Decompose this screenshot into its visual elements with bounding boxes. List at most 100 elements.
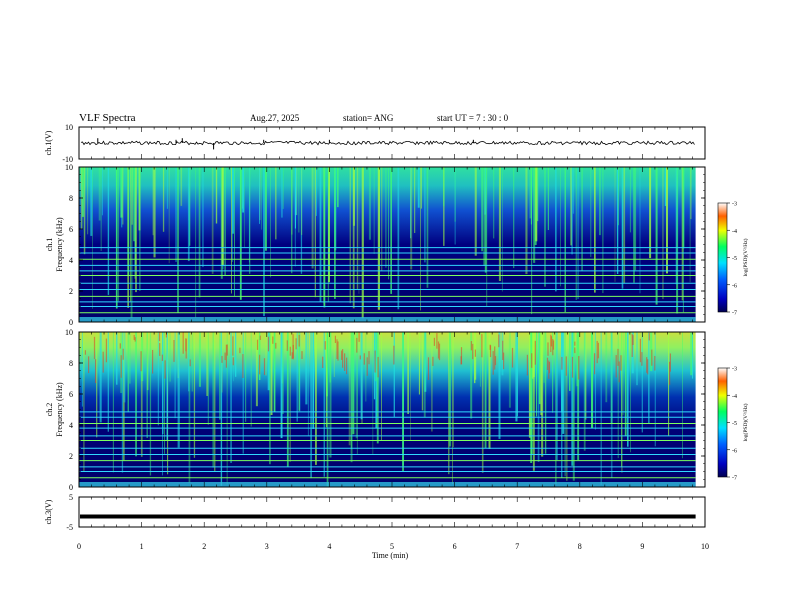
streak: [329, 332, 331, 383]
streak: [90, 167, 93, 236]
colorbar-label: log(PSD)(V²/Hz): [742, 238, 749, 276]
streak: [121, 332, 124, 473]
colorbar-tick-label: -3: [732, 367, 737, 373]
streak: [600, 332, 602, 485]
streak: [83, 332, 85, 472]
streak: [180, 167, 183, 206]
streak: [259, 167, 261, 221]
streak: [618, 167, 619, 226]
streak: [569, 332, 571, 391]
streak: [289, 332, 291, 462]
streak: [555, 167, 557, 292]
hot-spot: [182, 332, 184, 354]
colorbar-tick-label: -6: [732, 283, 737, 289]
streak: [267, 332, 270, 391]
hot-spot: [615, 355, 617, 378]
ch2-spectrogram-ytick-label: 2: [69, 452, 73, 461]
streak: [127, 167, 130, 276]
streak: [410, 332, 411, 441]
streak: [211, 167, 214, 274]
streak: [281, 167, 283, 218]
streak: [547, 167, 549, 230]
streak: [325, 332, 327, 428]
streak: [485, 167, 486, 215]
ch1-spectrogram-channel-label: ch.1: [45, 238, 54, 252]
hot-spot: [134, 337, 136, 342]
streak: [375, 332, 378, 429]
ch1-waveform-trace: [80, 140, 695, 146]
ch1-spectrogram-low-band: [79, 317, 696, 322]
streak: [544, 167, 546, 287]
colorbar-tick-label: -7: [732, 311, 737, 317]
streak: [355, 332, 358, 439]
streak: [166, 167, 168, 209]
streak: [537, 332, 540, 462]
streak: [388, 167, 389, 280]
streak: [393, 332, 395, 417]
streak: [528, 332, 531, 438]
streak: [175, 167, 177, 262]
hot-spot: [84, 350, 86, 355]
hot-spot: [289, 346, 291, 356]
streak: [624, 332, 627, 436]
streak: [448, 332, 450, 475]
hot-spot: [597, 342, 599, 359]
streak: [617, 332, 619, 459]
streak: [98, 167, 101, 221]
streak: [162, 332, 164, 435]
ch2-spectrogram-ytick-label: 6: [69, 390, 73, 399]
ch1-spectrogram-ytick-label: 4: [69, 256, 73, 265]
streak: [360, 332, 363, 420]
hot-spot: [259, 335, 261, 340]
streak: [452, 332, 453, 485]
streak: [187, 167, 190, 262]
streak: [540, 332, 543, 416]
hot-spot: [232, 336, 234, 356]
streak: [572, 332, 575, 481]
ch2-spectrogram-streaks: [81, 332, 693, 487]
streak: [358, 167, 360, 294]
hot-spot: [436, 333, 438, 349]
hot-spot: [546, 357, 549, 371]
streak: [328, 167, 330, 283]
streak: [162, 167, 165, 232]
streak: [486, 167, 488, 307]
streak: [168, 167, 170, 264]
hot-spot: [341, 350, 343, 360]
hot-spot: [301, 351, 303, 359]
streak: [562, 332, 565, 434]
ch2-spectrogram-low-band: [79, 482, 696, 487]
streak: [571, 332, 574, 466]
hot-spot: [494, 356, 497, 366]
streak: [140, 332, 143, 457]
streak: [233, 332, 234, 382]
xaxis-tick-label: 0: [77, 542, 81, 551]
xaxis-tick-label: 2: [202, 542, 206, 551]
streak: [577, 167, 579, 299]
hot-spot: [272, 336, 274, 344]
hot-spot: [363, 353, 365, 365]
hot-spot: [173, 340, 175, 362]
streak: [127, 332, 129, 412]
streak: [242, 167, 245, 213]
ch3-signal-ytick-label: 5: [69, 493, 73, 502]
streak: [348, 332, 351, 446]
xaxis-tick-label: 7: [515, 542, 519, 551]
hot-spot: [531, 353, 533, 368]
hot-spot: [292, 344, 294, 360]
streak: [443, 167, 445, 246]
streak: [513, 167, 515, 269]
ch2-spectrogram-ytick-label: 10: [65, 328, 73, 337]
streak: [501, 167, 503, 292]
streak: [191, 332, 194, 392]
streak: [96, 332, 98, 438]
streak: [323, 167, 326, 308]
streak: [231, 167, 233, 262]
streak: [198, 167, 201, 298]
streak: [570, 167, 572, 246]
streak: [269, 332, 271, 465]
streak: [564, 332, 566, 477]
ch1-spectrogram-ytick-label: 8: [69, 194, 73, 203]
ch2-spectrogram-colorbar: [717, 367, 728, 478]
streak: [544, 332, 547, 454]
